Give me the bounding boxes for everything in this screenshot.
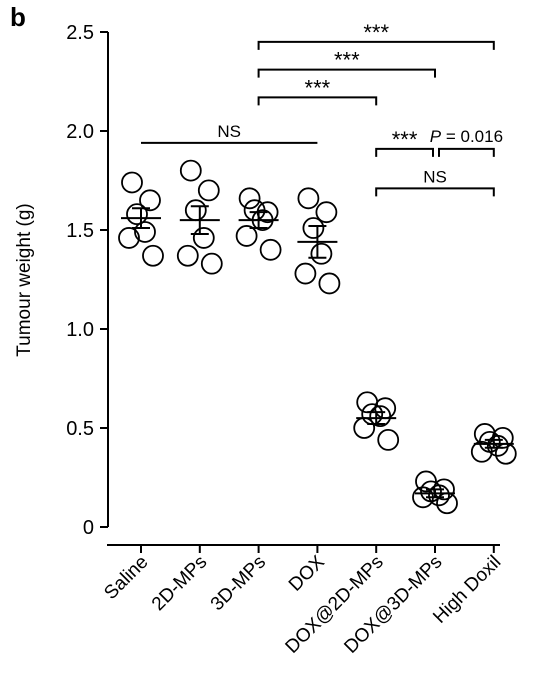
significance-label: P = 0.016 <box>430 127 503 146</box>
data-point <box>294 262 317 285</box>
x-tick-label: 3D-MPs <box>207 552 270 615</box>
y-tick-label: 0 <box>83 517 94 539</box>
data-point <box>297 187 320 210</box>
panel-label: b <box>10 2 26 32</box>
data-point <box>118 227 140 249</box>
significance-bracket <box>257 96 378 106</box>
data-point <box>192 227 215 249</box>
data-point <box>197 179 220 202</box>
y-tick-label: 2.5 <box>66 22 94 44</box>
significance-label: *** <box>305 75 331 100</box>
data-point <box>428 484 450 507</box>
y-tick-label: 1.0 <box>66 319 94 341</box>
x-tick-label: 2D-MPs <box>148 552 211 615</box>
y-tick-label: 1.5 <box>66 220 94 242</box>
data-point <box>315 201 338 224</box>
data-point <box>235 225 258 247</box>
data-point <box>486 434 509 457</box>
significance-label: NS <box>217 122 241 141</box>
data-point <box>134 221 156 243</box>
y-tick-label: 0.5 <box>66 418 94 440</box>
data-point <box>259 238 282 261</box>
data-point <box>184 199 207 222</box>
significance-bracket <box>375 147 434 157</box>
significance-label: *** <box>334 48 360 73</box>
data-point <box>179 159 202 182</box>
data-point <box>142 244 164 267</box>
significance-bracket <box>257 40 495 50</box>
data-marks <box>118 159 517 515</box>
significance-label: *** <box>363 20 389 45</box>
significance-bracket <box>375 187 495 197</box>
data-point <box>436 492 458 515</box>
data-point <box>377 428 400 451</box>
significance-label: *** <box>392 127 418 152</box>
data-point <box>470 440 493 463</box>
significance-bracket <box>438 147 495 157</box>
data-point <box>415 470 437 493</box>
data-point <box>121 171 143 194</box>
x-tick-label: DOX <box>285 551 329 595</box>
data-point <box>310 242 333 265</box>
data-point <box>369 405 392 428</box>
data-point <box>139 189 161 212</box>
data-point <box>200 252 223 275</box>
significance-label: NS <box>423 167 447 186</box>
data-point <box>238 187 261 210</box>
y-tick-label: 2.0 <box>66 121 94 143</box>
data-point <box>176 244 199 267</box>
x-tick-label: Saline <box>100 552 152 604</box>
data-point <box>126 203 148 226</box>
y-axis-label: Tumour weight (g) <box>14 203 35 356</box>
significance-bracket <box>257 68 436 78</box>
data-point <box>318 272 341 295</box>
data-point <box>302 217 325 239</box>
